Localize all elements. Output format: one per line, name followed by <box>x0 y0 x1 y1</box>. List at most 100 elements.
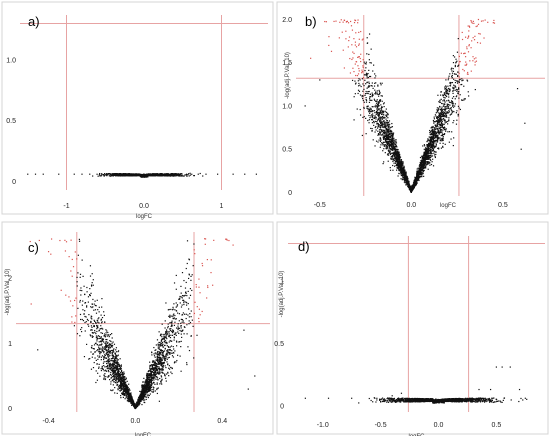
data-point <box>363 85 364 86</box>
data-point <box>426 151 427 152</box>
data-point <box>459 82 460 83</box>
data-point <box>350 21 351 22</box>
data-point <box>442 133 443 134</box>
data-point <box>396 170 397 171</box>
data-point <box>430 160 431 161</box>
data-point <box>368 115 369 116</box>
data-point <box>441 139 442 140</box>
data-point <box>456 91 457 92</box>
data-point <box>369 59 370 60</box>
data-point <box>392 165 393 166</box>
data-point <box>305 105 306 106</box>
data-point <box>382 150 383 151</box>
data-point <box>463 53 464 54</box>
data-point <box>156 173 157 174</box>
data-point <box>458 64 459 65</box>
data-point <box>183 333 184 334</box>
data-point <box>107 336 108 337</box>
data-point <box>415 181 416 182</box>
data-point <box>377 110 378 111</box>
data-point <box>362 95 363 96</box>
data-point <box>339 22 340 23</box>
data-point <box>368 70 369 71</box>
data-point <box>392 140 393 141</box>
data-point <box>384 122 385 123</box>
data-point <box>380 138 381 139</box>
data-point <box>244 174 245 175</box>
data-point <box>391 135 392 136</box>
data-point <box>374 131 375 132</box>
data-point <box>369 62 370 63</box>
data-point <box>473 23 474 24</box>
data-point <box>414 187 415 188</box>
data-point <box>458 87 459 88</box>
data-point <box>468 51 469 52</box>
data-point <box>173 174 174 175</box>
data-point <box>408 181 409 182</box>
data-point <box>442 94 443 95</box>
data-point <box>451 68 452 69</box>
data-point <box>458 115 459 116</box>
data-point <box>391 159 392 160</box>
data-point <box>465 61 466 62</box>
data-point <box>399 173 400 174</box>
data-point <box>475 57 476 58</box>
data-point <box>448 106 449 107</box>
data-point <box>388 161 389 162</box>
data-point <box>384 135 385 136</box>
data-point <box>372 96 373 97</box>
data-point <box>385 111 386 112</box>
data-point <box>385 136 386 137</box>
data-point <box>362 117 363 118</box>
data-point <box>473 37 474 38</box>
data-point <box>358 45 359 46</box>
y-tick-label: 0.5 <box>6 118 16 125</box>
data-point <box>190 173 191 174</box>
data-point <box>436 128 437 129</box>
data-point <box>435 140 436 141</box>
data-point <box>362 83 363 84</box>
data-point <box>371 49 372 50</box>
data-point <box>380 101 381 102</box>
data-point <box>365 93 366 94</box>
data-point <box>397 163 398 164</box>
data-point <box>382 83 383 84</box>
data-point <box>399 160 400 161</box>
data-point <box>186 174 187 175</box>
data-point <box>359 79 360 80</box>
data-point <box>374 112 375 113</box>
data-point <box>450 138 451 139</box>
data-point <box>374 99 375 100</box>
data-point <box>377 131 378 132</box>
data-point <box>359 43 360 44</box>
data-point <box>359 39 360 40</box>
data-point <box>431 144 432 145</box>
data-point <box>461 78 462 79</box>
data-point <box>465 37 466 38</box>
data-point <box>175 174 176 175</box>
data-point <box>457 81 458 82</box>
data-point <box>423 167 424 168</box>
data-point <box>377 85 378 86</box>
data-point <box>429 143 430 144</box>
data-point <box>354 81 355 82</box>
data-point <box>369 110 370 111</box>
y-tick-label: 2.0 <box>282 17 292 24</box>
data-point <box>395 158 396 159</box>
data-point <box>359 85 360 86</box>
data-point <box>449 82 450 83</box>
data-point <box>458 98 459 99</box>
data-point <box>455 62 456 63</box>
data-point <box>440 139 441 140</box>
data-point <box>466 46 467 47</box>
data-point <box>372 117 373 118</box>
data-point <box>383 148 384 149</box>
data-point <box>374 118 375 119</box>
data-point <box>437 125 438 126</box>
data-point <box>517 88 518 89</box>
data-point <box>468 45 469 46</box>
data-point <box>478 24 479 25</box>
data-point <box>368 77 369 78</box>
data-point <box>451 102 452 103</box>
data-point <box>177 174 178 175</box>
